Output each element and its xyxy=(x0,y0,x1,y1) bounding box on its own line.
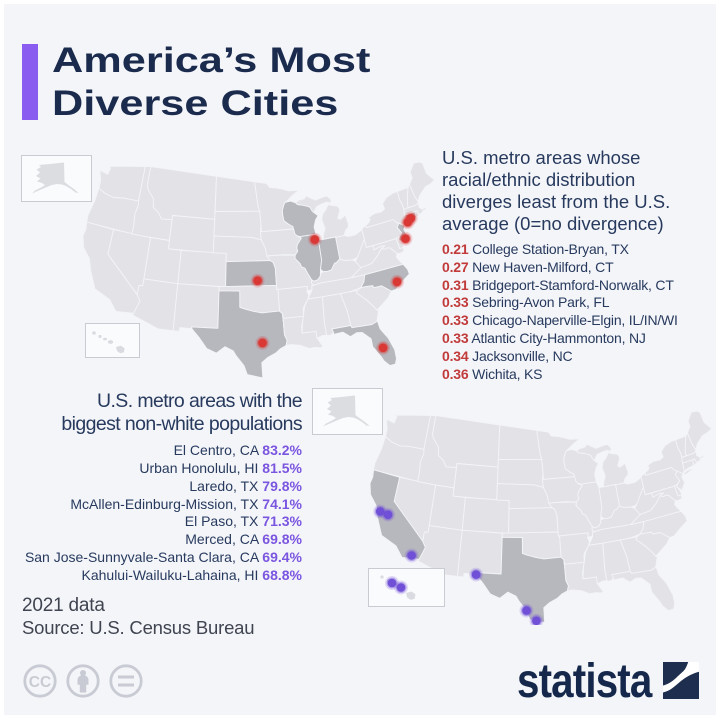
svg-text:CC: CC xyxy=(29,674,51,691)
